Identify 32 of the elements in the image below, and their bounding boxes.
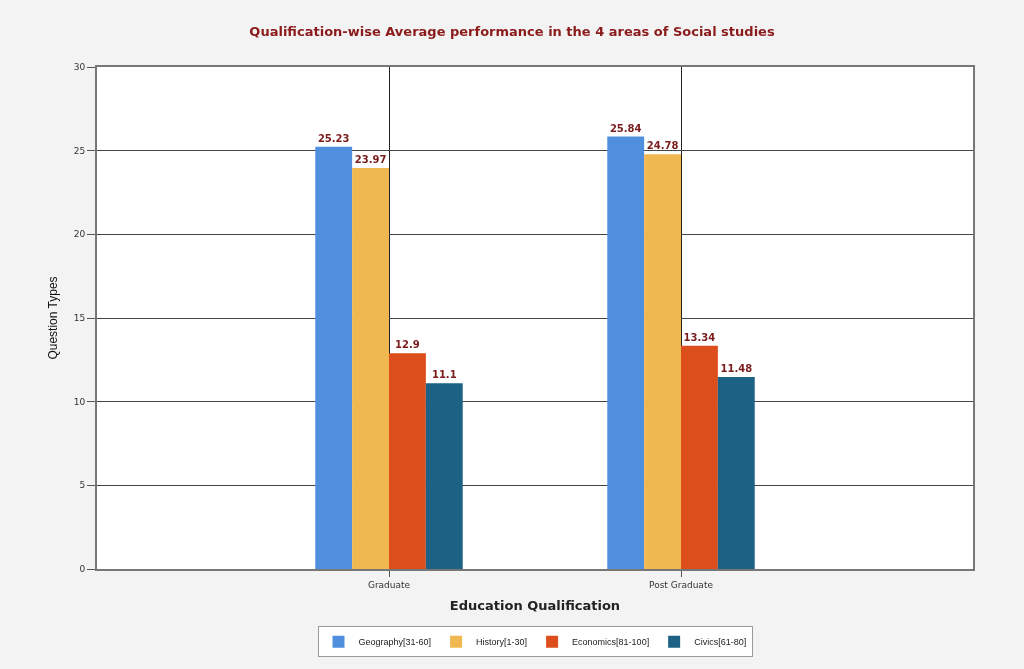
- bar: [389, 353, 426, 569]
- x-tick-label: Graduate: [367, 579, 411, 590]
- bar: [425, 383, 463, 569]
- y-tick-label: 0: [79, 564, 86, 575]
- y-tick-label: 5: [79, 480, 86, 491]
- data-label: 11.1: [431, 369, 457, 381]
- bar: [315, 146, 353, 569]
- x-axis-title: Education Qualification: [449, 597, 621, 613]
- bar: [681, 345, 718, 569]
- legend-label: Geography[31-60]: [358, 637, 432, 648]
- legend-label: Economics[81-100]: [572, 637, 650, 648]
- y-tick-label: 10: [73, 396, 86, 407]
- bar: [644, 154, 681, 569]
- bar: [352, 167, 389, 569]
- y-tick-label: 15: [73, 313, 86, 324]
- y-tick-label: 30: [73, 62, 86, 73]
- data-label: 25.84: [609, 122, 642, 134]
- legend-label: Civics[61-80]: [694, 637, 747, 648]
- bar: [607, 136, 645, 569]
- legend-label: History[1-30]: [476, 637, 528, 648]
- x-tick-label: Post Graduate: [649, 579, 714, 590]
- data-label: 24.78: [646, 140, 679, 152]
- y-tick-label: 20: [73, 229, 86, 240]
- data-label: 13.34: [683, 331, 716, 343]
- chart-title: Qualification-wise Average performance in the 4 areas of Social studies: [249, 23, 775, 39]
- data-label: 23.97: [354, 153, 387, 165]
- data-label: 12.9: [395, 339, 420, 351]
- y-axis-title: Question Types: [45, 276, 60, 360]
- y-tick-label: 25: [73, 145, 86, 156]
- data-label: 25.23: [317, 132, 350, 144]
- data-label: 11.48: [720, 362, 753, 374]
- bar: [717, 376, 755, 569]
